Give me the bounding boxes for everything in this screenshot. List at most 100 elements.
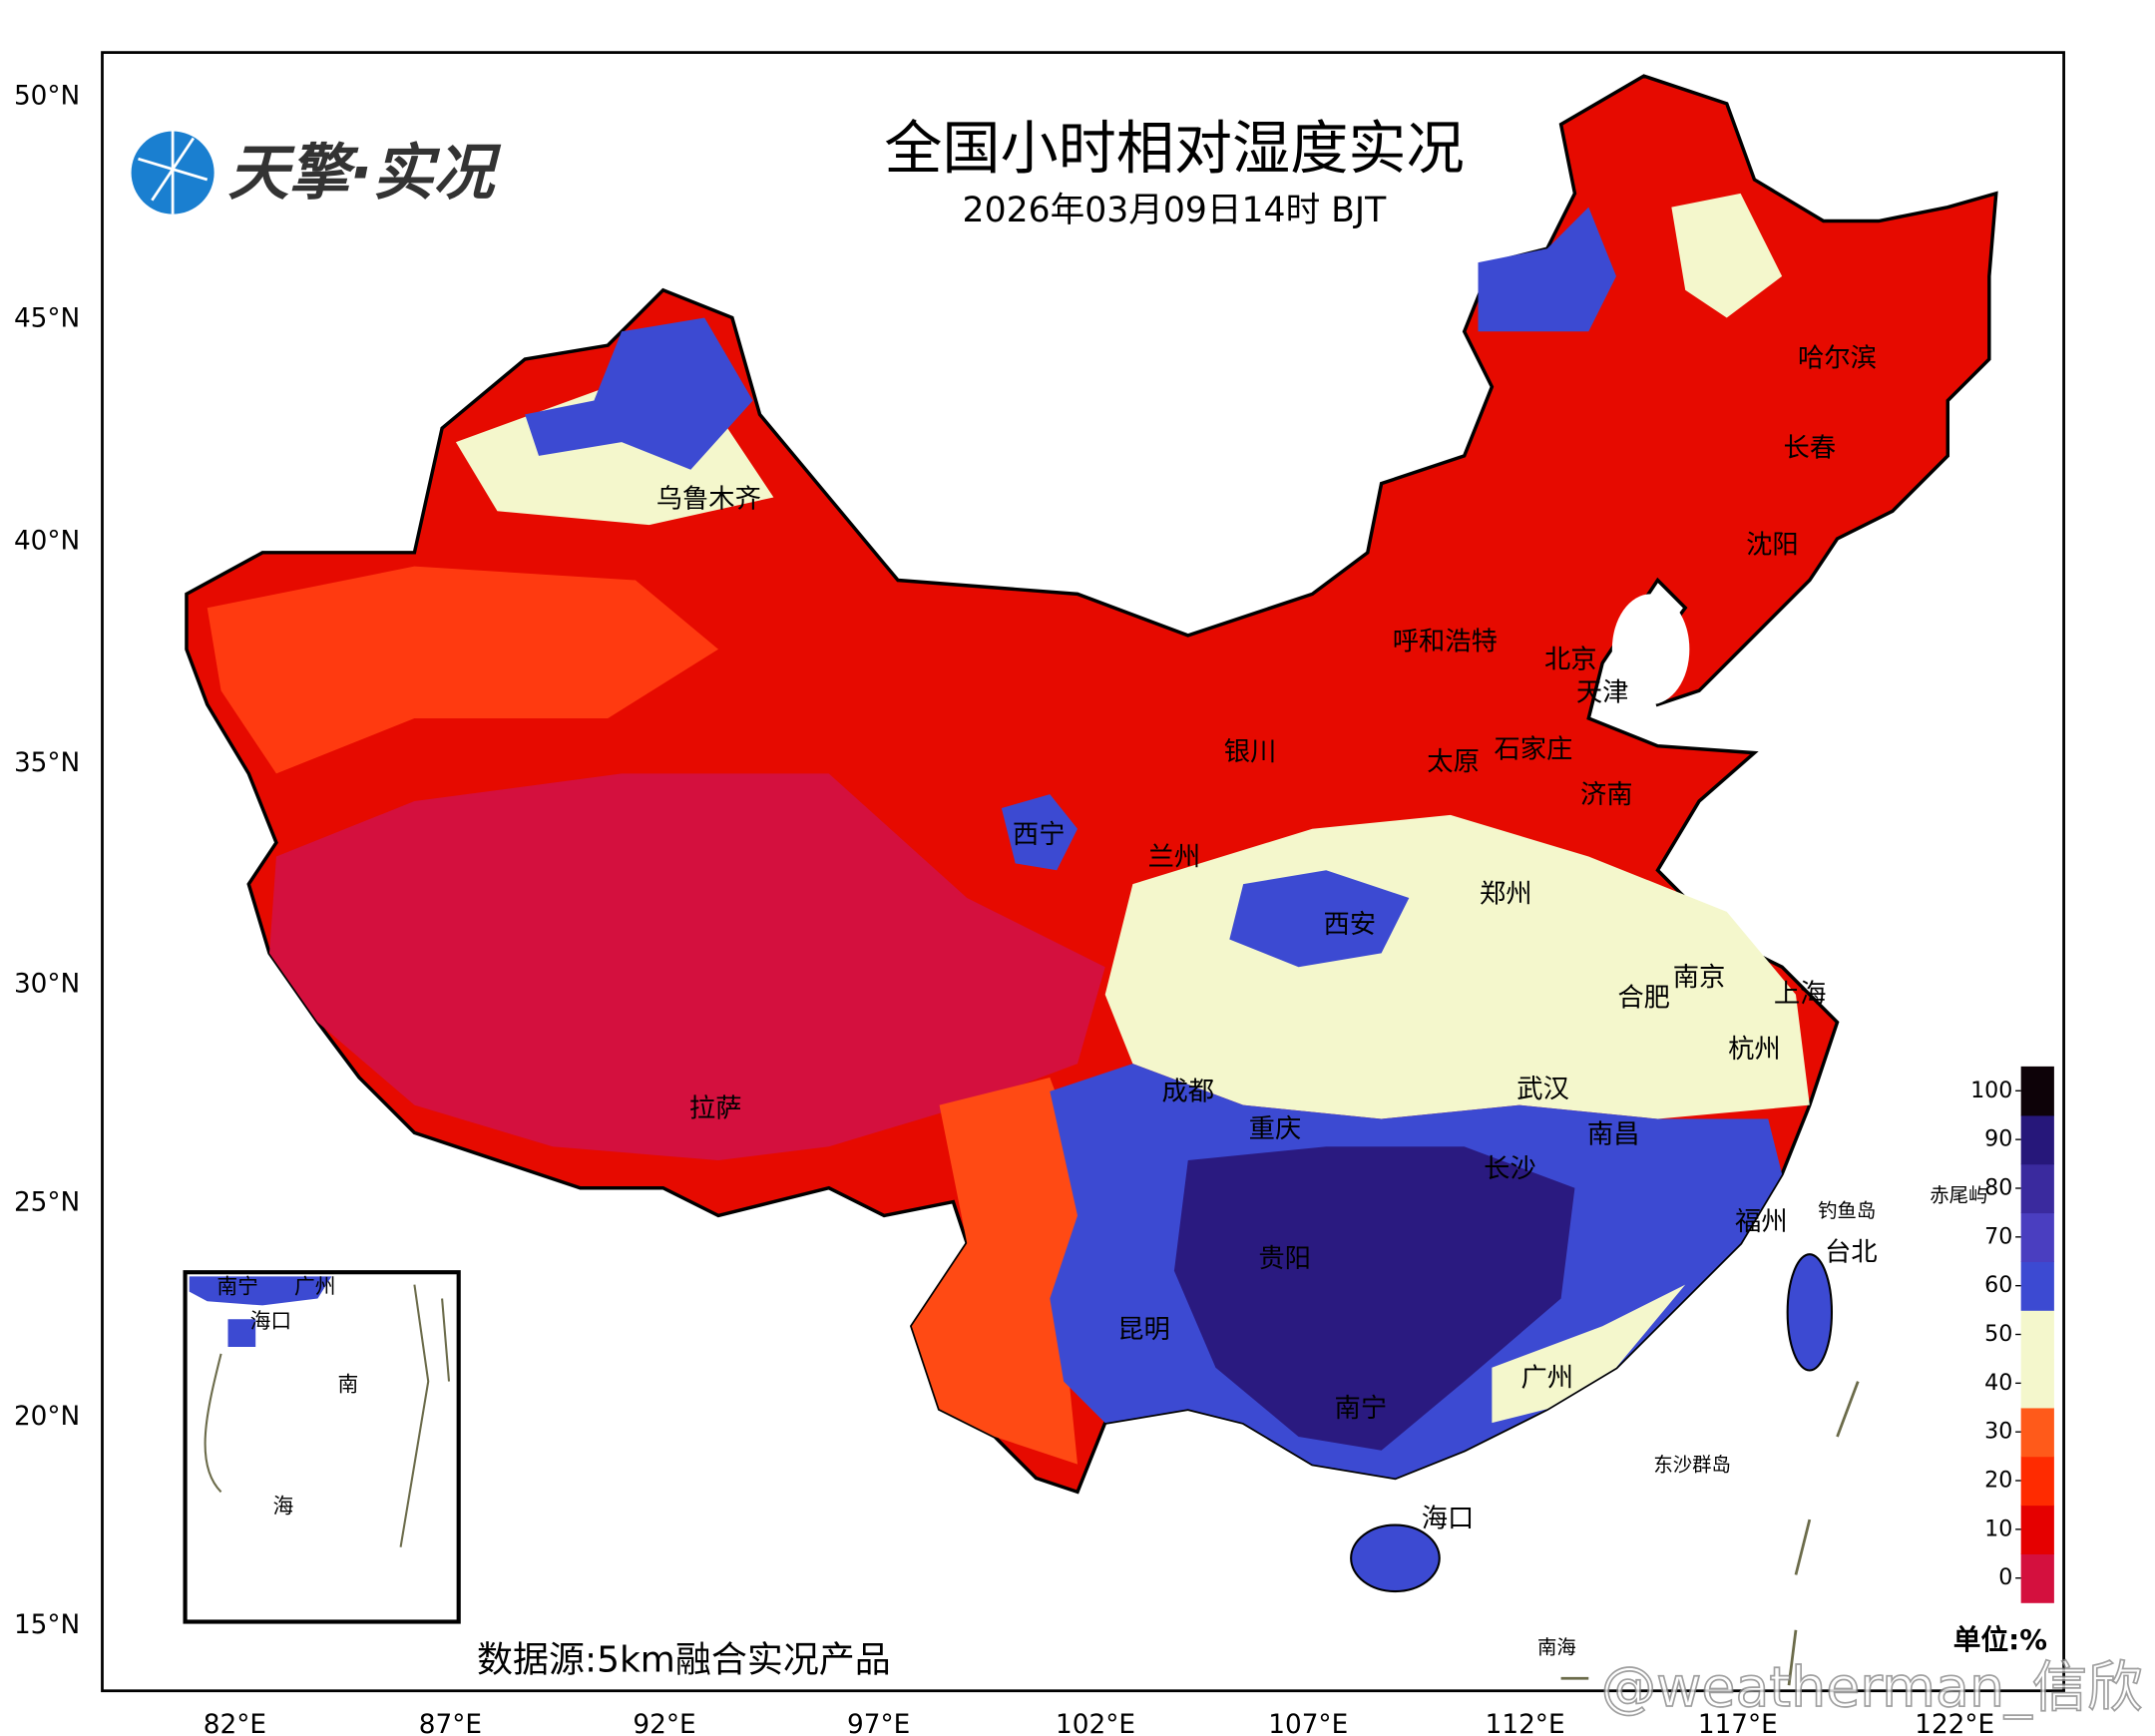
colorbar-segment bbox=[2020, 1114, 2054, 1165]
lon-label: 87°E bbox=[419, 1710, 482, 1736]
lon-label: 112°E bbox=[1486, 1710, 1565, 1736]
crimson-tibet bbox=[269, 773, 1105, 1161]
city-label: 兰州 bbox=[1148, 842, 1201, 872]
lat-label: 30°N bbox=[14, 970, 80, 1000]
subtitle: 2026年03月09日14时 BJT bbox=[963, 191, 1388, 230]
lat-label: 15°N bbox=[14, 1610, 80, 1640]
colorbar-tick-label: 0 bbox=[1998, 1564, 2012, 1590]
orange-southwest bbox=[911, 1077, 1091, 1465]
blue-xinjiang bbox=[525, 317, 753, 470]
city-label: 长春 bbox=[1784, 433, 1837, 463]
city-label: 成都 bbox=[1161, 1078, 1214, 1107]
logo-text: 天擎·实况 bbox=[227, 138, 501, 209]
city-label: 太原 bbox=[1427, 747, 1480, 777]
city-label: 昆明 bbox=[1117, 1315, 1170, 1345]
lon-label: 97°E bbox=[847, 1710, 910, 1736]
colorbar-segment bbox=[2020, 1163, 2054, 1214]
bohai-sea bbox=[1611, 594, 1690, 705]
inset-label: 海口 bbox=[250, 1309, 292, 1333]
inset-label: 海 bbox=[272, 1495, 293, 1519]
colorbar-tick-label: 10 bbox=[1984, 1516, 2012, 1541]
inset-coast bbox=[204, 1284, 451, 1547]
city-label: 武汉 bbox=[1516, 1075, 1569, 1104]
lon-label: 102°E bbox=[1056, 1710, 1135, 1736]
inset-label: 南宁 bbox=[216, 1274, 258, 1298]
colorbar-tick-label: 20 bbox=[1984, 1468, 2012, 1494]
lat-label: 35°N bbox=[14, 748, 80, 778]
city-label: 赤尾屿 bbox=[1930, 1184, 1987, 1207]
colorbar-segment bbox=[2020, 1066, 2054, 1116]
inset-land bbox=[189, 1276, 332, 1347]
city-label: 广州 bbox=[1520, 1363, 1573, 1393]
lat-label: 25°N bbox=[14, 1187, 80, 1217]
city-label: 石家庄 bbox=[1494, 734, 1572, 764]
colorbar-segment bbox=[2020, 1553, 2054, 1603]
city-label: 西安 bbox=[1323, 910, 1376, 940]
blue-xian bbox=[1229, 870, 1410, 968]
city-label: 乌鲁木齐 bbox=[656, 485, 761, 515]
city-label: 合肥 bbox=[1617, 984, 1670, 1014]
city-label: 济南 bbox=[1580, 780, 1633, 810]
city-label: 上海 bbox=[1774, 979, 1827, 1009]
inset-label: 南 bbox=[338, 1373, 359, 1397]
map-fill bbox=[185, 74, 1998, 1686]
colorbar-tick-label: 30 bbox=[1984, 1419, 2012, 1445]
colorbar-segment bbox=[2020, 1505, 2054, 1554]
city-label: 重庆 bbox=[1249, 1114, 1302, 1144]
city-label: 南昌 bbox=[1587, 1120, 1640, 1150]
lon-label: 122°E bbox=[1915, 1710, 1994, 1736]
hainan bbox=[1350, 1523, 1441, 1593]
south-sea-dashes bbox=[1560, 1381, 1860, 1686]
city-label: 台北 bbox=[1825, 1237, 1878, 1267]
colorbar-segment bbox=[2020, 1358, 2054, 1409]
city-label: 钓鱼岛 bbox=[1818, 1199, 1876, 1222]
orange-west bbox=[207, 566, 719, 774]
city-label: 银川 bbox=[1224, 737, 1277, 767]
city-label: 海口 bbox=[1422, 1505, 1475, 1534]
logo bbox=[131, 131, 215, 215]
title: 全国小时相对湿度实况 bbox=[884, 114, 1464, 182]
inset-frame bbox=[183, 1270, 461, 1624]
lat-label: 40°N bbox=[14, 526, 80, 556]
colorbar-segment bbox=[2020, 1261, 2054, 1311]
city-label: 沈阳 bbox=[1746, 530, 1799, 560]
city-label: 杭州 bbox=[1728, 1035, 1781, 1065]
city-label: 福州 bbox=[1735, 1207, 1788, 1237]
city-label: 拉萨 bbox=[689, 1093, 742, 1123]
city-label: 呼和浩特 bbox=[1393, 627, 1498, 656]
colorbar-tick-label: 40 bbox=[1984, 1370, 2012, 1396]
lon-label: 82°E bbox=[204, 1710, 266, 1736]
unit-label: 单位:% bbox=[1953, 1623, 2047, 1656]
city-label: 南京 bbox=[1673, 963, 1726, 993]
colorbar-tick-label: 70 bbox=[1984, 1223, 2012, 1249]
city-label: 东沙群岛 bbox=[1653, 1454, 1731, 1477]
city-label: 南海 bbox=[1537, 1635, 1576, 1658]
city-label: 郑州 bbox=[1480, 880, 1532, 910]
lat-label: 50°N bbox=[14, 81, 80, 111]
colorbar-tick-label: 80 bbox=[1984, 1174, 2012, 1200]
city-label: 北京 bbox=[1544, 645, 1597, 674]
colorbar-segment bbox=[2020, 1212, 2054, 1262]
colorbar-segment bbox=[2020, 1407, 2054, 1458]
purple-core bbox=[1173, 1146, 1575, 1451]
city-label: 贵阳 bbox=[1258, 1244, 1311, 1274]
colorbar-tick-label: 90 bbox=[1984, 1126, 2012, 1152]
colorbar-tick-label: 50 bbox=[1984, 1321, 2012, 1347]
lon-label: 92°E bbox=[633, 1710, 695, 1736]
colorbar-tick-label: 60 bbox=[1984, 1272, 2012, 1298]
cream-guangdong bbox=[1492, 1284, 1686, 1424]
cream-northeast bbox=[1671, 193, 1783, 318]
blue-xining bbox=[1001, 794, 1078, 871]
lon-label: 107°E bbox=[1268, 1710, 1348, 1736]
lat-label: 45°N bbox=[14, 303, 80, 333]
logo-grid bbox=[138, 131, 209, 215]
colorbar-tick-label: 100 bbox=[1970, 1078, 2012, 1103]
colorbar-segment bbox=[2020, 1310, 2054, 1360]
watermark: @weatherman_信欣 bbox=[1601, 1656, 2143, 1720]
lat-label: 20°N bbox=[14, 1402, 80, 1432]
data-source: 数据源:5km融合实况产品 bbox=[477, 1640, 891, 1681]
inset bbox=[183, 1270, 461, 1624]
inset-label: 广州 bbox=[294, 1274, 336, 1298]
colorbar-segment bbox=[2020, 1456, 2054, 1507]
